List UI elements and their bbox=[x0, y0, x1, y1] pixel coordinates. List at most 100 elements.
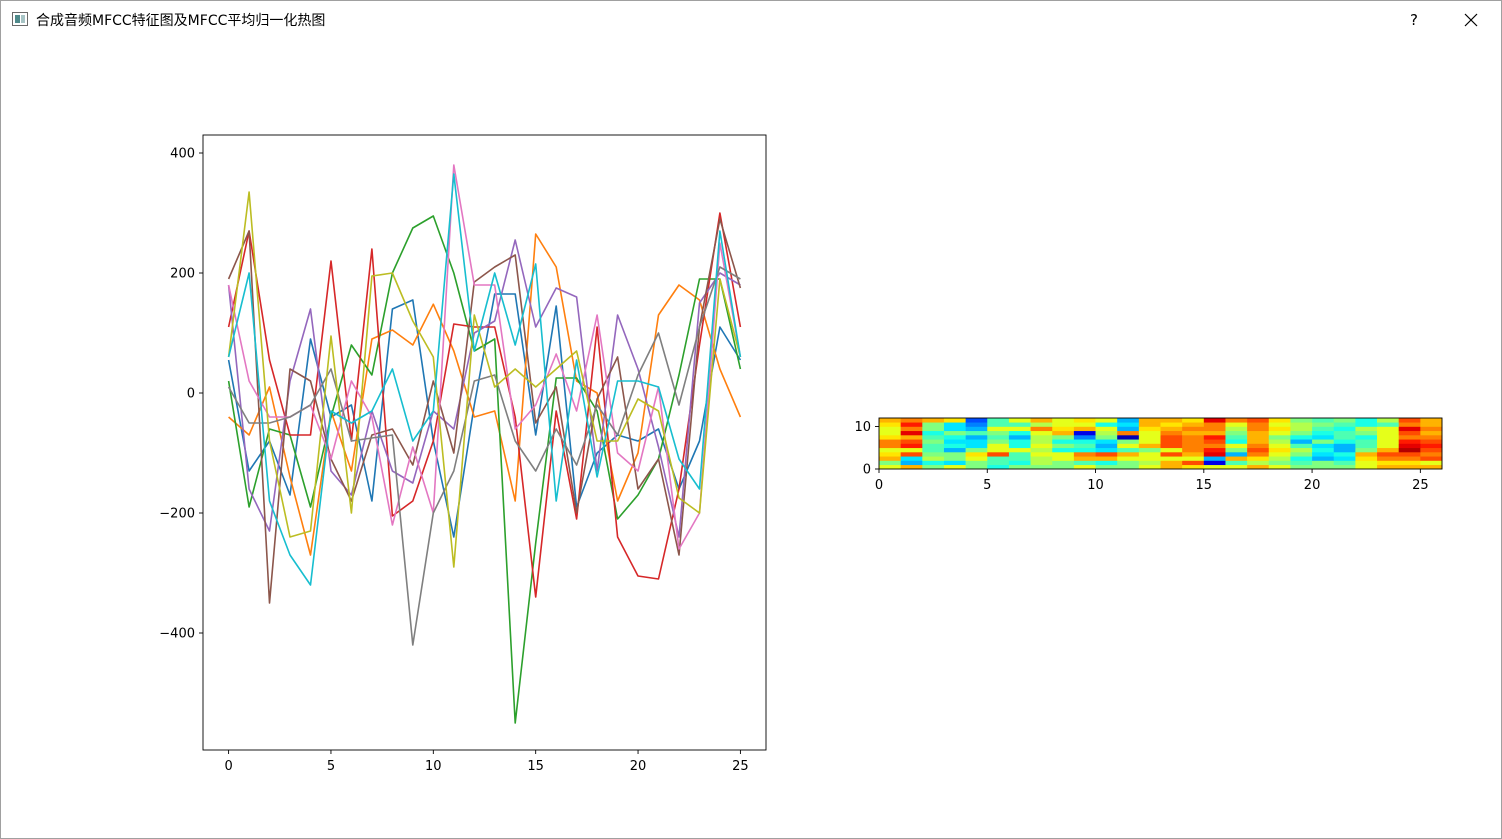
heatmap-cell bbox=[922, 464, 945, 470]
heatmap-cell bbox=[1355, 447, 1378, 453]
heatmap-cell bbox=[1355, 460, 1378, 466]
figure-canvas: 0 5 10 15 20 25 −400 −200 0 200 400 0 5 10 15 20 25 0 10 bbox=[159, 134, 1443, 774]
heatmap-cell bbox=[1268, 452, 1291, 457]
help-button[interactable]: ? bbox=[1391, 1, 1437, 39]
heatmap-cell bbox=[1247, 430, 1270, 436]
heatmap-cell bbox=[922, 435, 945, 440]
heatmap-cell bbox=[943, 452, 966, 457]
heatmap-cell bbox=[1160, 447, 1183, 453]
heatmap-cell bbox=[1312, 443, 1335, 449]
heatmap-cell bbox=[943, 447, 966, 453]
heatmap-cell bbox=[943, 460, 966, 466]
heatmap-cell bbox=[943, 422, 966, 427]
heatmap-cell bbox=[1095, 460, 1118, 466]
series-line-4 bbox=[227, 239, 741, 538]
close-button[interactable] bbox=[1448, 1, 1494, 39]
heatmap-cell bbox=[1203, 456, 1226, 461]
heatmap-cell bbox=[943, 443, 966, 449]
heatmap-cell bbox=[965, 418, 988, 423]
heatmap-cell bbox=[987, 447, 1010, 453]
heatmap-cell bbox=[1355, 430, 1378, 436]
heatmap-cell bbox=[1290, 460, 1313, 466]
heatmap-cell bbox=[879, 443, 901, 449]
heatmap-cell bbox=[1117, 418, 1140, 423]
heatmap-cell bbox=[1138, 426, 1161, 432]
heatmap-cell bbox=[922, 418, 945, 423]
heatmap-cell bbox=[1398, 418, 1421, 423]
heatmap-cell bbox=[922, 426, 945, 432]
heatmap-cell bbox=[1333, 426, 1356, 432]
heatmap-cell bbox=[1225, 447, 1248, 453]
heatmap-cell bbox=[1355, 435, 1378, 440]
y-tick-label: −200 bbox=[159, 507, 195, 522]
heatmap-cell bbox=[900, 456, 923, 461]
heatmap-cell bbox=[1225, 464, 1248, 470]
heatmap-cell bbox=[987, 422, 1010, 427]
heatmap-cell bbox=[965, 452, 988, 457]
heatmap-cell bbox=[1008, 456, 1031, 461]
heatmap-cell bbox=[1247, 439, 1270, 444]
mfcc-heatmap: 0 5 10 15 20 25 0 10 bbox=[854, 417, 1443, 493]
heatmap-cell bbox=[1095, 435, 1118, 440]
heatmap-cell bbox=[1290, 426, 1313, 432]
heatmap-cell bbox=[1225, 418, 1248, 423]
heatmap-y-tick-label: 10 bbox=[854, 420, 871, 435]
line-chart-frame bbox=[202, 134, 767, 751]
heatmap-cell bbox=[1117, 435, 1140, 440]
heatmap-cell bbox=[1247, 447, 1270, 453]
heatmap-cell bbox=[1182, 435, 1205, 440]
heatmap-cell bbox=[1420, 443, 1443, 449]
heatmap-cell bbox=[1073, 422, 1096, 427]
heatmap-cell bbox=[1377, 426, 1399, 432]
heatmap-cell bbox=[1008, 443, 1031, 449]
heatmap-cell bbox=[1225, 426, 1248, 432]
heatmap-cell bbox=[1268, 439, 1291, 444]
heatmap-cell bbox=[1182, 430, 1205, 436]
heatmap-cell bbox=[879, 435, 901, 440]
heatmap-cell bbox=[1138, 422, 1161, 427]
heatmap-cell bbox=[1420, 456, 1443, 461]
heatmap-cell bbox=[987, 439, 1010, 444]
heatmap-cell bbox=[1030, 452, 1053, 457]
heatmap-cell bbox=[1333, 435, 1356, 440]
heatmap-cell bbox=[1117, 460, 1140, 466]
heatmap-cell bbox=[1290, 452, 1313, 457]
heatmap-cell bbox=[1138, 435, 1161, 440]
heatmap-cell bbox=[1117, 439, 1140, 444]
heatmap-cell bbox=[1073, 447, 1096, 453]
heatmap-cell bbox=[1117, 430, 1140, 436]
heatmap-cell bbox=[1030, 422, 1053, 427]
heatmap-cell bbox=[965, 460, 988, 466]
heatmap-cell bbox=[1247, 418, 1270, 423]
heatmap-cell bbox=[1377, 456, 1399, 461]
heatmap-cell bbox=[1095, 430, 1118, 436]
heatmap-cell bbox=[1117, 443, 1140, 449]
y-tick-label: −400 bbox=[159, 627, 195, 642]
heatmap-cell bbox=[1138, 418, 1161, 423]
heatmap-cell bbox=[1355, 443, 1378, 449]
heatmap-cell bbox=[1398, 447, 1421, 453]
heatmap-cell bbox=[1290, 456, 1313, 461]
heatmap-x-tick-label: 10 bbox=[1087, 478, 1104, 493]
heatmap-cell bbox=[965, 426, 988, 432]
heatmap-cell bbox=[1377, 418, 1399, 423]
heatmap-cell bbox=[1247, 464, 1270, 470]
heatmap-cell bbox=[1268, 443, 1291, 449]
heatmap-cell bbox=[1030, 435, 1053, 440]
heatmap-cell bbox=[1333, 430, 1356, 436]
heatmap-cell bbox=[965, 447, 988, 453]
heatmap-cell bbox=[1052, 439, 1075, 444]
x-tick-label: 25 bbox=[732, 759, 749, 774]
heatmap-cell bbox=[1008, 452, 1031, 457]
heatmap-cell bbox=[879, 460, 901, 466]
series-line-8 bbox=[227, 191, 742, 568]
heatmap-cell bbox=[1095, 418, 1118, 423]
heatmap-cell bbox=[1182, 422, 1205, 427]
heatmap-cell bbox=[1420, 452, 1443, 457]
heatmap-cell bbox=[922, 430, 945, 436]
title-bar[interactable]: 合成音频MFCC特征图及MFCC平均归一化热图 ? bbox=[1, 1, 1501, 39]
heatmap-cell bbox=[943, 456, 966, 461]
heatmap-cell bbox=[1182, 447, 1205, 453]
heatmap-cell bbox=[987, 435, 1010, 440]
